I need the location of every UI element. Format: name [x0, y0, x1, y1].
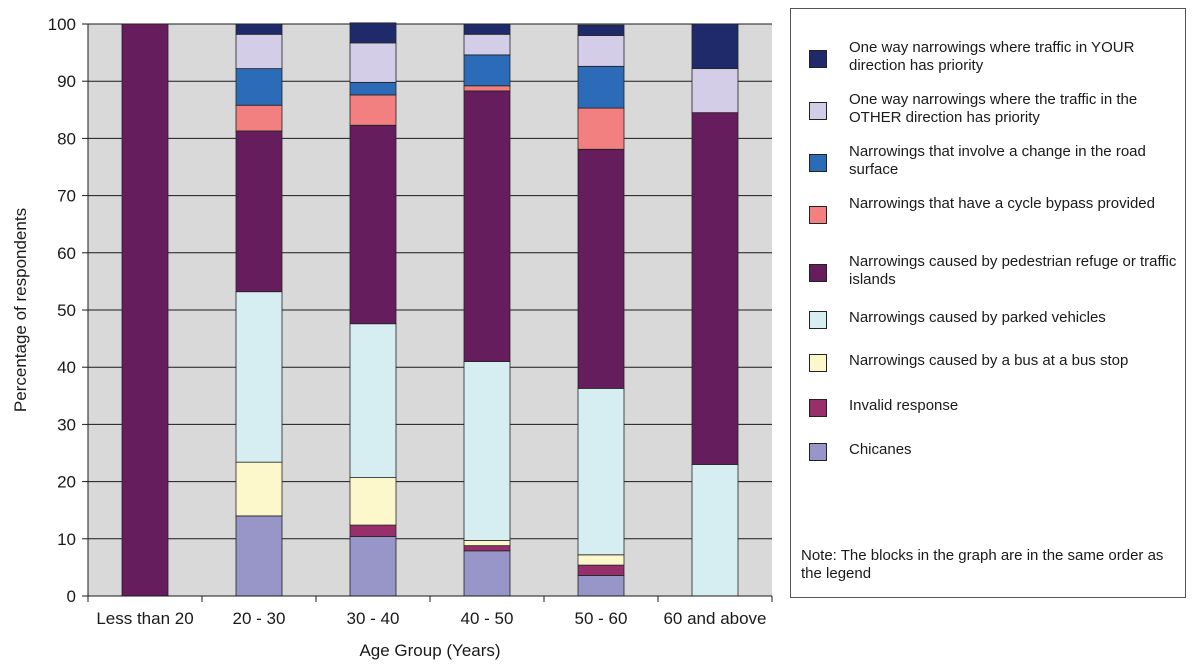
legend-label: Invalid response [849, 397, 959, 414]
legend-swatch [809, 311, 827, 329]
legend-item: Chicanes [809, 441, 1179, 485]
legend-swatch [809, 354, 827, 372]
bar-segment [349, 81, 397, 96]
legend: One way narrowings where traffic in YOUR… [790, 8, 1186, 598]
legend-label: Narrowings caused by pedestrian refuge o… [849, 253, 1177, 288]
bar-segment [691, 112, 739, 465]
legend-swatch [809, 443, 827, 461]
bar-segment [349, 323, 397, 478]
bar-segment [349, 524, 397, 537]
legend-item: Narrowings caused by pedestrian refuge o… [809, 253, 1179, 297]
legend-item: Narrowings that have a cycle bypass prov… [809, 195, 1179, 239]
bar-segment [577, 35, 625, 67]
bar-segment [349, 124, 397, 325]
bar-segment [349, 477, 397, 526]
y-axis-label: Percentage of respondents [11, 208, 30, 412]
bar-segment [577, 554, 625, 566]
bar-segment [121, 23, 169, 597]
legend-label: Narrowings that have a cycle bypass prov… [849, 195, 1155, 212]
bar-segment [463, 550, 511, 597]
gridlines [88, 23, 772, 540]
y-tick-label: 40 [57, 358, 76, 377]
stacked-bar-chart: 0 10 20 30 40 50 60 70 80 90 100 Less than 20 20 - 3… [11, 15, 773, 660]
y-tick-label: 90 [57, 72, 76, 91]
legend-label: Narrowings caused by parked vehicles [849, 309, 1106, 326]
bar-segment [235, 104, 283, 132]
legend-item: One way narrowings where the traffic in … [809, 91, 1179, 135]
bar-segment [577, 24, 625, 36]
y-tick-label: 30 [57, 415, 76, 434]
legend-label: Narrowings caused by a bus at a bus stop [849, 352, 1129, 369]
legend-swatch [809, 50, 827, 68]
x-tick-label: 20 - 30 [233, 609, 286, 628]
legend-item: Invalid response [809, 397, 1179, 441]
bar-segment [235, 130, 283, 293]
bar-segment [577, 575, 625, 597]
legend-item: Narrowings caused by parked vehicles [809, 309, 1179, 353]
legend-swatch [809, 154, 827, 172]
bar-segment [463, 545, 511, 552]
bar-segment [349, 94, 397, 126]
bar-segment [235, 33, 283, 70]
axes: 0 10 20 30 40 50 60 70 80 90 100 Less than 20 20 - 3… [48, 15, 773, 628]
legend-swatch [809, 264, 827, 282]
bar-segment [235, 461, 283, 517]
x-tick-label: 60 and above [663, 609, 766, 628]
y-tick-label: 100 [48, 15, 76, 34]
x-tick-label: 40 - 50 [461, 609, 514, 628]
bar-segment [691, 464, 739, 597]
x-tick-label: Less than 20 [96, 609, 193, 628]
legend-note: Note: The blocks in the graph are in the… [801, 547, 1164, 582]
bar-segment [577, 65, 625, 109]
x-axis-label: Age Group (Years) [359, 641, 500, 660]
bar-segment [463, 85, 511, 92]
legend-label: Chicanes [849, 441, 912, 458]
x-tick-label: 30 - 40 [347, 609, 400, 628]
bar-segment [463, 540, 511, 547]
y-tick-label: 20 [57, 473, 76, 492]
legend-swatch [809, 206, 827, 224]
x-tick-label: 50 - 60 [575, 609, 628, 628]
bar-segment [463, 90, 511, 362]
bar-segment [235, 23, 283, 35]
legend-item: Narrowings that involve a change in the … [809, 143, 1179, 187]
legend-label: One way narrowings where traffic in YOUR… [849, 39, 1135, 74]
bar-segment [463, 361, 511, 541]
legend-swatch [809, 102, 827, 120]
bar-segment [577, 564, 625, 576]
y-tick-label: 70 [57, 187, 76, 206]
bar-segment [349, 42, 397, 83]
y-tick-label: 60 [57, 244, 76, 263]
bar-segment [463, 23, 511, 35]
bar-segment [577, 107, 625, 150]
y-tick-label: 50 [57, 301, 76, 320]
y-tick-label: 0 [67, 587, 76, 606]
bar-segment [577, 387, 625, 556]
legend-swatch [809, 399, 827, 417]
bar-segment [235, 515, 283, 597]
bar-segment [235, 68, 283, 106]
bar-segment [691, 23, 739, 70]
bar-segment [463, 54, 511, 87]
bars [121, 22, 739, 597]
bar-segment [577, 148, 625, 389]
y-tick-label: 10 [57, 530, 76, 549]
bar-segment [691, 68, 739, 114]
legend-item: One way narrowings where traffic in YOUR… [809, 39, 1179, 83]
legend-item: Narrowings caused by a bus at a bus stop [809, 352, 1179, 396]
bar-segment [349, 536, 397, 597]
bar-segment [235, 291, 283, 463]
bar-segment [349, 22, 397, 44]
y-tick-label: 80 [57, 129, 76, 148]
bar-segment [463, 33, 511, 56]
legend-label: Narrowings that involve a change in the … [849, 143, 1146, 178]
legend-label: One way narrowings where the traffic in … [849, 91, 1138, 126]
